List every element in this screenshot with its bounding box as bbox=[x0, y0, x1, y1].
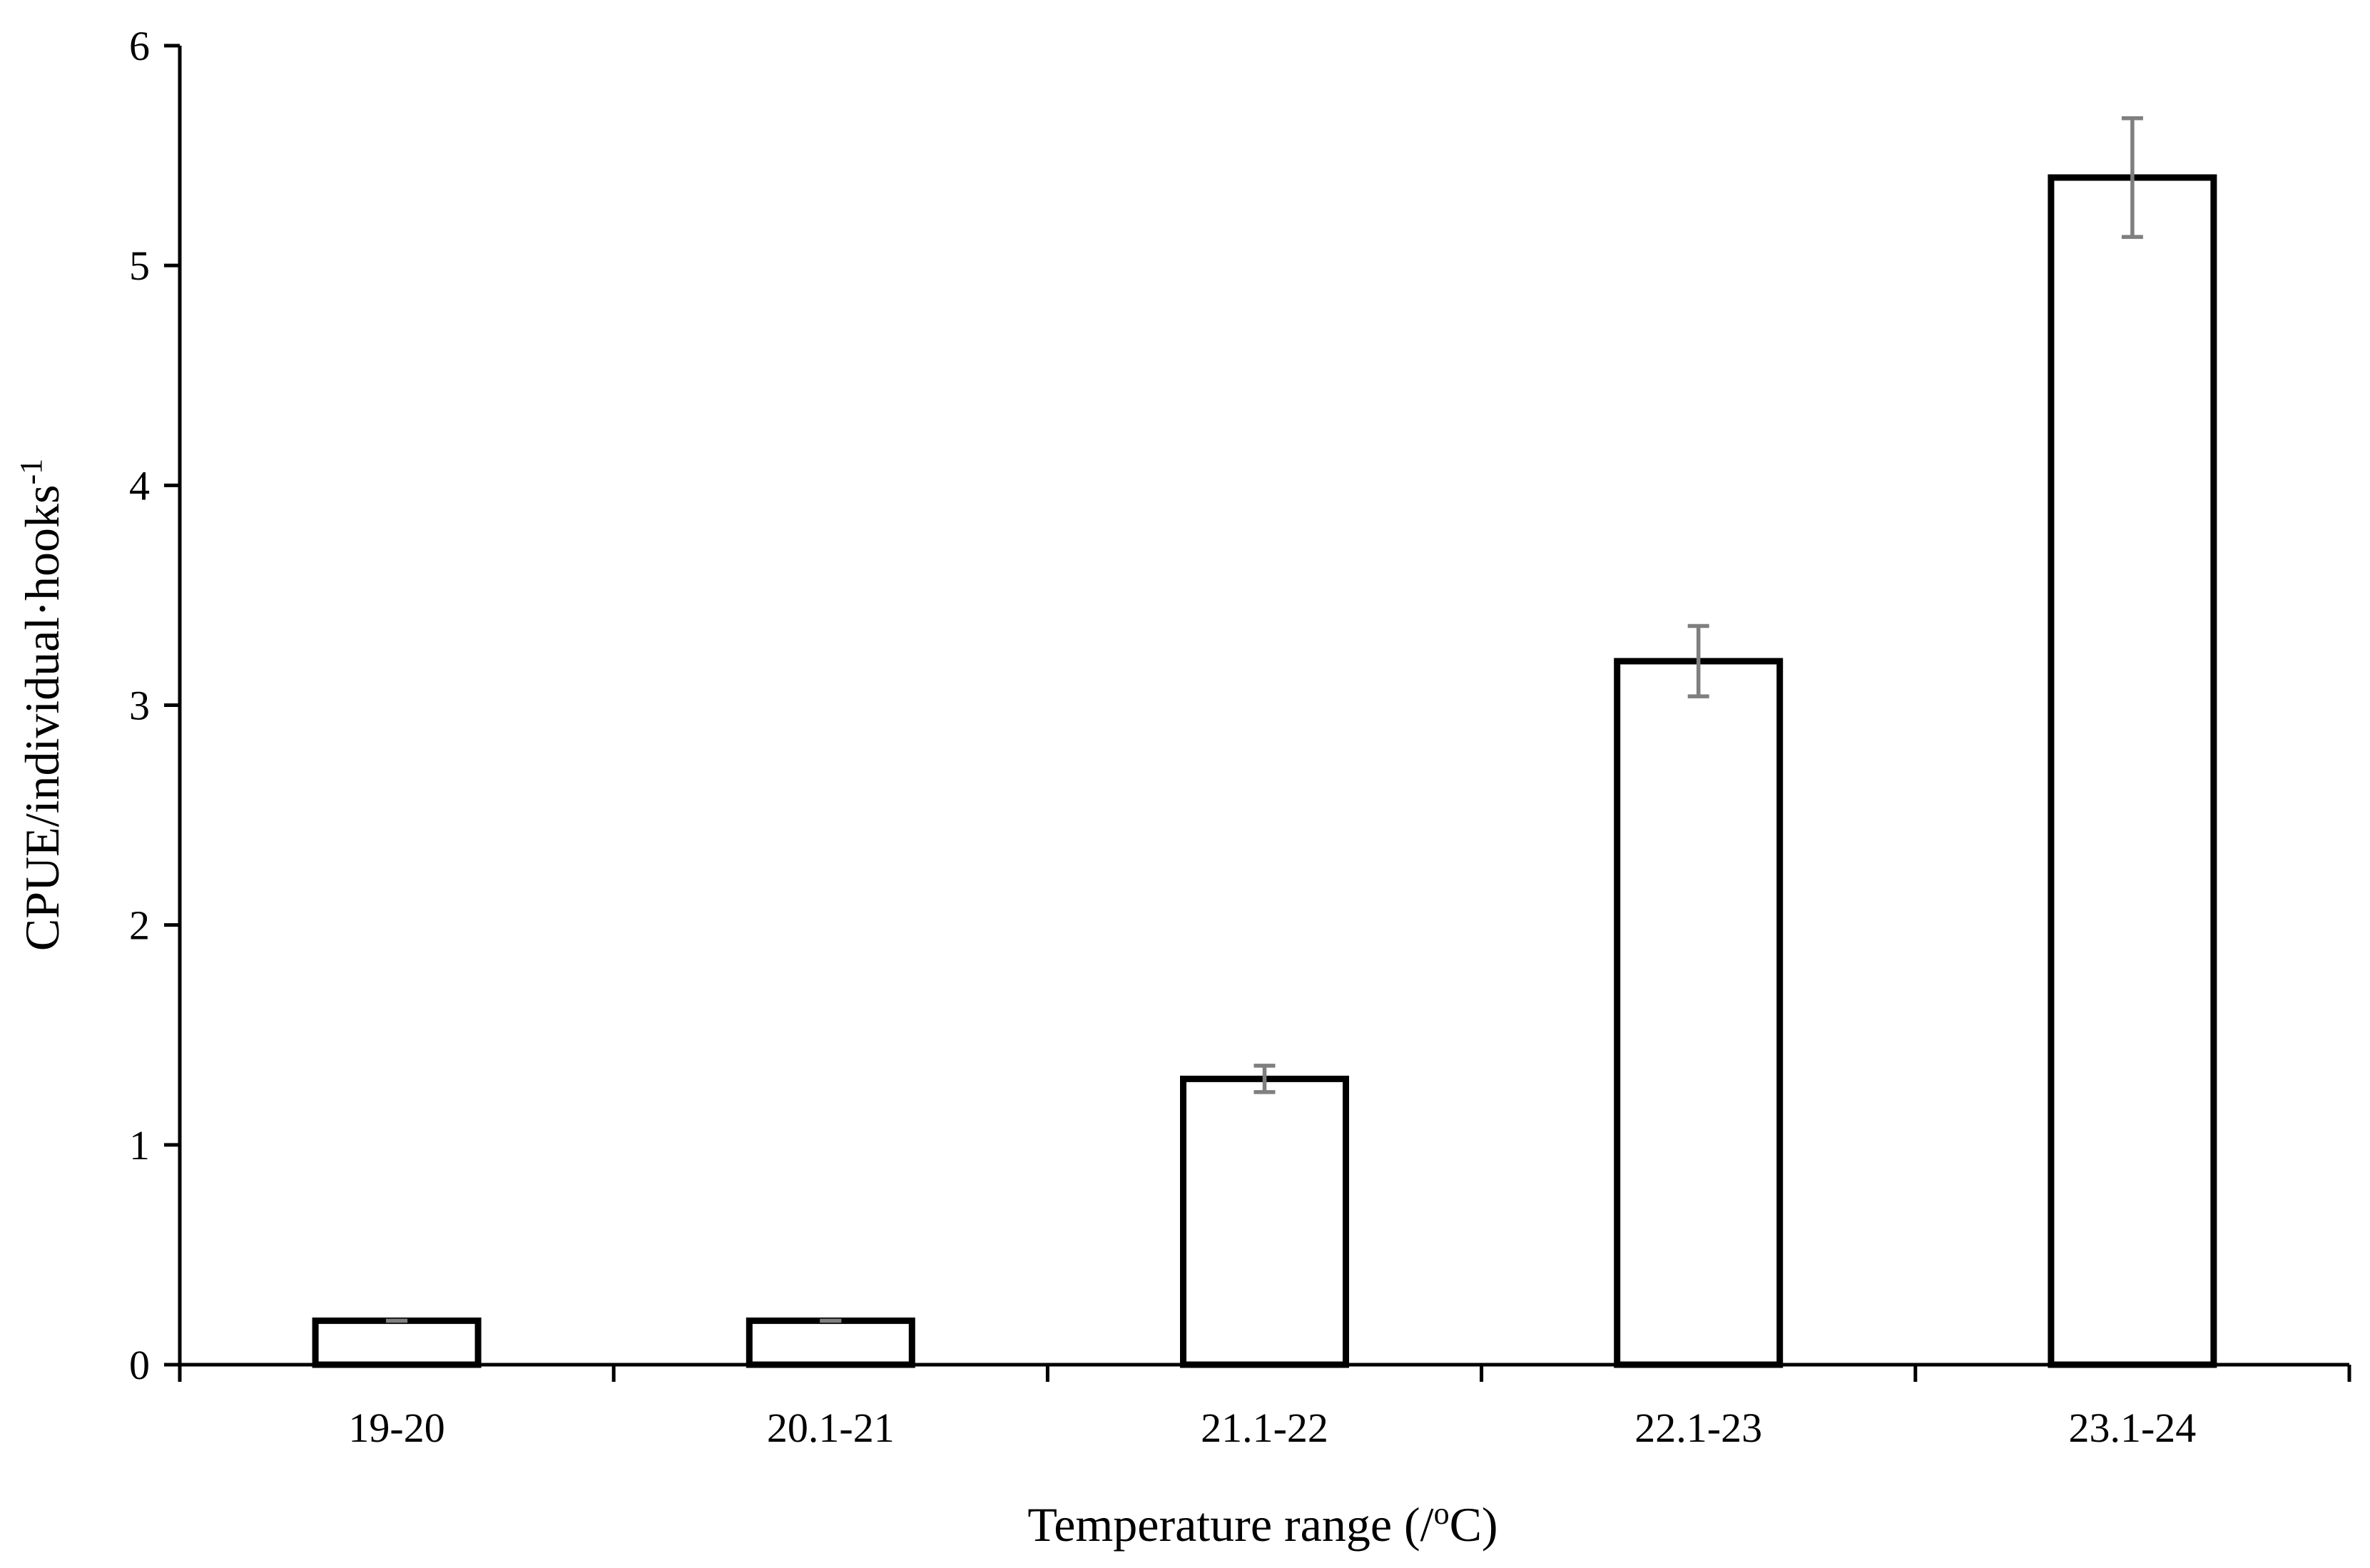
y-tick-label: 3 bbox=[129, 683, 150, 729]
x-axis-title-tail: C) bbox=[1450, 1497, 1498, 1552]
y-axis-title-sup: -1 bbox=[14, 459, 49, 485]
bars-group bbox=[312, 174, 2217, 1368]
x-tick-label: 20.1-21 bbox=[767, 1405, 895, 1451]
error-bars-group bbox=[386, 116, 2143, 1323]
y-tick-label: 1 bbox=[129, 1122, 150, 1169]
error-bar bbox=[2121, 116, 2143, 239]
y-axis-title-main: CPUE/individual·hooks bbox=[15, 485, 69, 952]
bar bbox=[2048, 174, 2217, 1368]
x-axis-title-sup: o bbox=[1434, 1496, 1450, 1531]
y-tick-label: 5 bbox=[129, 243, 150, 289]
bar bbox=[312, 1317, 482, 1368]
y-tick-label: 4 bbox=[129, 462, 150, 509]
bar bbox=[746, 1317, 915, 1368]
x-tick-label: 21.1-22 bbox=[1201, 1405, 1328, 1451]
x-axis-title: Temperature range (/oC) bbox=[1027, 1496, 1497, 1552]
y-tick-label: 0 bbox=[129, 1342, 150, 1388]
error-bar bbox=[1253, 1064, 1276, 1094]
error-bar bbox=[1687, 623, 1709, 698]
y-ticks-group: 0 1 2 3 4 5 6 bbox=[129, 23, 180, 1388]
bar bbox=[1614, 658, 1784, 1368]
bar bbox=[1180, 1075, 1349, 1368]
y-tick-label: 2 bbox=[129, 902, 150, 949]
y-tick-label: 6 bbox=[129, 23, 150, 69]
x-tick-label: 22.1-23 bbox=[1634, 1405, 1762, 1451]
x-axis-title-main: Temperature range (/ bbox=[1027, 1497, 1433, 1552]
y-axis-title: CPUE/individual·hooks-1 bbox=[14, 459, 70, 951]
x-tick-label: 23.1-24 bbox=[2068, 1405, 2196, 1451]
x-ticks-group: 19-20 20.1-21 21.1-22 22.1-23 23.1-24 bbox=[178, 1365, 2351, 1451]
x-tick-label: 19-20 bbox=[348, 1405, 444, 1451]
